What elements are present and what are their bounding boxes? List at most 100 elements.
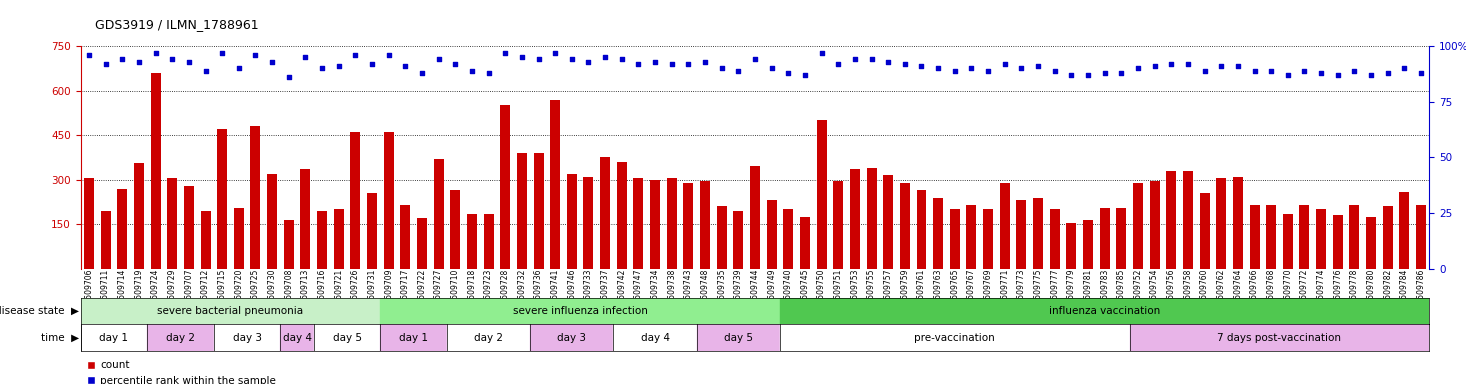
Point xyxy=(1094,70,1117,76)
Point xyxy=(110,56,133,63)
Point xyxy=(1409,70,1432,76)
Bar xyxy=(468,214,476,269)
Bar xyxy=(1149,181,1160,269)
Point xyxy=(677,61,701,67)
Bar xyxy=(550,99,560,269)
Bar xyxy=(1133,183,1143,269)
Bar xyxy=(517,153,526,269)
Bar xyxy=(233,208,243,269)
Point xyxy=(261,59,284,65)
Bar xyxy=(783,209,793,269)
Point xyxy=(128,59,151,65)
Bar xyxy=(214,324,280,351)
Bar xyxy=(916,190,927,269)
Bar xyxy=(1034,197,1042,269)
Text: day 1: day 1 xyxy=(100,333,129,343)
Point xyxy=(1010,65,1034,71)
Bar xyxy=(667,178,677,269)
Bar xyxy=(1199,193,1209,269)
Text: day 3: day 3 xyxy=(557,333,586,343)
Point xyxy=(976,68,1000,74)
Bar xyxy=(183,185,194,269)
Bar xyxy=(1283,214,1293,269)
Text: day 2: day 2 xyxy=(474,333,503,343)
Point xyxy=(476,70,500,76)
Text: time  ▶: time ▶ xyxy=(41,333,79,343)
Text: disease state  ▶: disease state ▶ xyxy=(0,306,79,316)
Point xyxy=(1143,63,1167,69)
Point xyxy=(1343,68,1366,74)
Point xyxy=(227,65,251,71)
Bar xyxy=(81,298,380,324)
Point xyxy=(1026,63,1050,69)
Bar xyxy=(767,200,777,269)
Bar xyxy=(780,324,1130,351)
Point xyxy=(594,54,617,60)
Text: day 5: day 5 xyxy=(333,333,362,343)
Point xyxy=(843,56,866,63)
Bar xyxy=(334,209,343,269)
Point xyxy=(877,59,900,65)
Bar xyxy=(1400,192,1409,269)
Text: day 4: day 4 xyxy=(283,333,312,343)
Point xyxy=(427,56,450,63)
Bar xyxy=(733,211,743,269)
Point xyxy=(626,61,649,67)
Point xyxy=(777,70,800,76)
Point xyxy=(361,61,384,67)
Bar xyxy=(317,211,327,269)
Point xyxy=(1293,68,1316,74)
Text: severe bacterial pneumonia: severe bacterial pneumonia xyxy=(157,306,303,316)
Text: day 1: day 1 xyxy=(399,333,428,343)
Point xyxy=(544,50,567,56)
Point xyxy=(1327,72,1350,78)
Bar xyxy=(600,157,610,269)
Bar xyxy=(583,177,594,269)
Bar xyxy=(267,174,277,269)
Point xyxy=(710,65,733,71)
Bar xyxy=(1316,209,1327,269)
Text: pre-vaccination: pre-vaccination xyxy=(915,333,995,343)
Bar xyxy=(1100,208,1110,269)
Point xyxy=(1243,68,1267,74)
Bar xyxy=(866,168,877,269)
Point xyxy=(377,52,400,58)
Point xyxy=(1060,72,1083,78)
Bar xyxy=(416,218,427,269)
Bar xyxy=(1249,205,1259,269)
Point xyxy=(393,63,416,69)
Bar xyxy=(81,324,147,351)
Bar xyxy=(1299,205,1309,269)
Point xyxy=(910,63,934,69)
Bar xyxy=(434,159,444,269)
Bar xyxy=(850,169,861,269)
Point xyxy=(1377,70,1400,76)
Point xyxy=(893,61,916,67)
Point xyxy=(343,52,366,58)
Point xyxy=(1160,61,1183,67)
Point xyxy=(1110,70,1133,76)
Bar xyxy=(617,162,627,269)
Bar xyxy=(984,209,992,269)
Point xyxy=(644,59,667,65)
Bar xyxy=(1116,208,1126,269)
Bar xyxy=(117,189,128,269)
Bar xyxy=(450,190,460,269)
Point xyxy=(1176,61,1199,67)
Bar xyxy=(1349,205,1359,269)
Bar xyxy=(567,174,576,269)
Point xyxy=(793,72,817,78)
Bar xyxy=(1416,205,1426,269)
Point xyxy=(610,56,633,63)
Bar xyxy=(1333,215,1343,269)
Bar xyxy=(133,163,144,269)
Point xyxy=(743,56,767,63)
Bar xyxy=(217,129,227,269)
Point xyxy=(194,68,217,74)
Point xyxy=(243,52,267,58)
Point xyxy=(327,63,350,69)
Bar xyxy=(1083,220,1094,269)
Bar xyxy=(1267,205,1277,269)
Bar xyxy=(800,217,809,269)
Point xyxy=(526,56,550,63)
